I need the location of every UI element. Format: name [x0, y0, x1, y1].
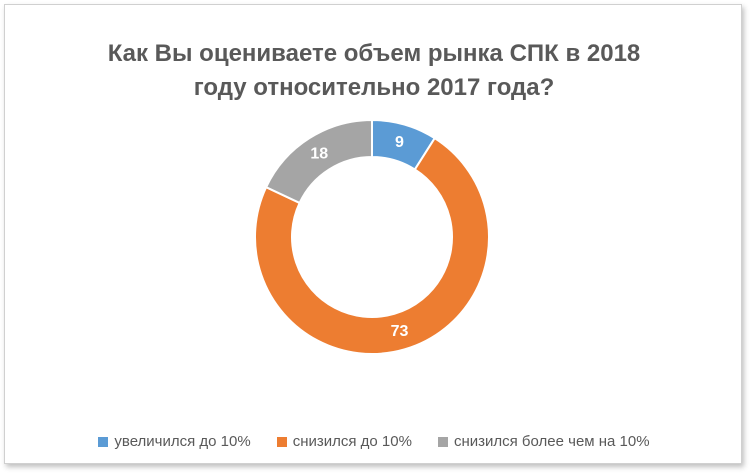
- legend: увеличился до 10% снизился до 10% снизил…: [5, 433, 743, 450]
- donut-chart: 9 73 18: [254, 118, 490, 355]
- legend-label-decreased-up-to-10: снизился до 10%: [292, 433, 412, 450]
- chart-area: Как Вы оцениваете объем рынка СПК в 2018…: [4, 4, 742, 464]
- data-label-decreased-up-to-10: 73: [391, 323, 409, 340]
- legend-item-decreased-up-to-10[interactable]: снизился до 10%: [276, 433, 412, 450]
- legend-item-increased[interactable]: увеличился до 10%: [98, 433, 251, 450]
- chart-title: Как Вы оцениваете объем рынка СПК в 2018…: [5, 37, 743, 105]
- data-label-decreased-more-than-10: 18: [310, 145, 328, 162]
- chart-title-line-1: Как Вы оцениваете объем рынка СПК в 2018: [107, 40, 641, 67]
- legend-swatch-increased: [98, 436, 109, 447]
- legend-item-decreased-more-than-10[interactable]: снизился более чем на 10%: [437, 433, 650, 450]
- donut-slice-decreased-more-than-10[interactable]: [264, 118, 373, 205]
- legend-label-decreased-more-than-10: снизился более чем на 10%: [453, 433, 650, 450]
- legend-swatch-decreased-up-to-10: [276, 436, 287, 447]
- legend-label-increased: увеличился до 10%: [114, 433, 251, 450]
- chart-title-line-2: году относительно 2017 года?: [193, 74, 555, 101]
- legend-swatch-decreased-more-than-10: [437, 436, 448, 447]
- donut-slice-decreased-up-to-10[interactable]: [254, 136, 490, 355]
- data-label-increased: 9: [395, 134, 404, 151]
